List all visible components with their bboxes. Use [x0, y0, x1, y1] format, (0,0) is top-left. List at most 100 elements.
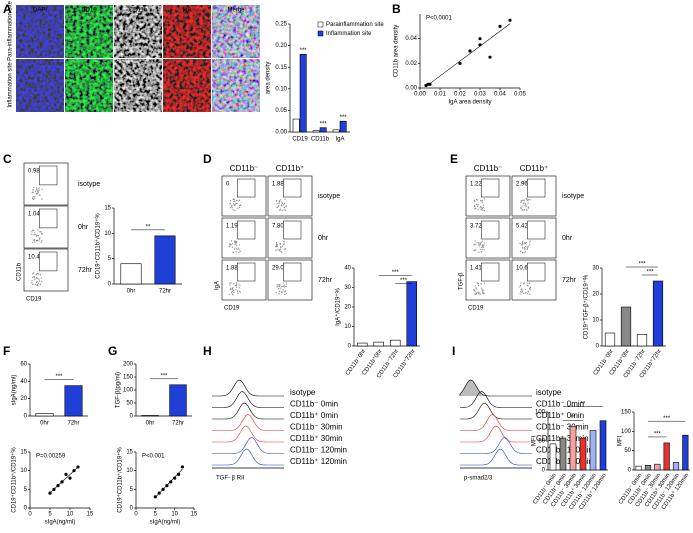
flow-event	[234, 204, 236, 207]
micrograph-tile	[16, 5, 64, 58]
annotation: P<0.0001	[426, 16, 453, 22]
flow-event	[473, 250, 475, 252]
significance: **	[581, 401, 586, 407]
channel-label: DAPI	[33, 8, 47, 14]
significance: ***	[654, 432, 662, 438]
panel-letter: F	[3, 344, 10, 358]
point	[468, 49, 472, 53]
column-label: CD11b⁺	[520, 164, 549, 173]
flow-event	[281, 245, 284, 247]
flow-event	[235, 248, 237, 250]
point	[72, 469, 76, 473]
y-tick-label: 10	[592, 318, 599, 324]
bar	[339, 120, 347, 133]
flow-event	[275, 243, 277, 245]
histogram-curve	[460, 425, 532, 443]
y-tick-label: 50	[538, 439, 545, 445]
flow-event	[36, 281, 38, 283]
bar	[559, 437, 567, 471]
significance: ***	[392, 270, 400, 276]
flow-plot	[267, 217, 313, 259]
flow-event	[476, 282, 479, 284]
histogram-curve	[212, 437, 284, 454]
flow-event	[278, 205, 280, 207]
flow-event	[520, 291, 522, 293]
flow-event	[32, 272, 35, 274]
flow-event	[527, 200, 529, 202]
flow-event	[519, 293, 521, 295]
y-axis-label: MFI	[618, 436, 624, 447]
flow-event	[523, 246, 525, 248]
flow-event	[285, 282, 287, 284]
flow-event	[229, 288, 231, 291]
flow-event	[238, 244, 241, 246]
flow-event	[475, 203, 478, 206]
flow-event	[277, 284, 279, 286]
flow-event	[481, 199, 484, 202]
gate-value: 0	[226, 182, 230, 188]
flow-event	[279, 199, 282, 201]
flow-event	[232, 209, 234, 211]
y-tick-label: 0.25	[275, 22, 287, 28]
flow-event	[280, 251, 283, 253]
y-tick-label: 50	[624, 448, 631, 454]
x-tick-label: 72hr	[67, 421, 79, 427]
gate	[237, 220, 256, 240]
flow-event	[275, 249, 277, 251]
histogram-curve	[212, 448, 284, 466]
flow-event	[34, 233, 36, 236]
flow-event	[38, 282, 40, 284]
flow-event	[279, 285, 281, 287]
channel-label: CD19	[81, 8, 97, 14]
point	[176, 472, 181, 476]
flow-event	[31, 276, 34, 279]
histogram-curve	[460, 448, 532, 466]
flow-event	[481, 240, 484, 242]
micrograph-tile	[163, 5, 211, 58]
histogram-legend: CD11b⁻ 120min	[290, 446, 347, 455]
x-tick-label: 0.04	[494, 92, 506, 98]
flow-event	[475, 288, 477, 290]
flow-event	[32, 198, 35, 200]
bar	[356, 342, 368, 347]
x-tick-label: 10	[171, 512, 178, 518]
flow-event	[522, 252, 524, 254]
x-axis-label: CD19	[26, 297, 42, 303]
x-axis-label: IgA area density	[448, 100, 491, 106]
flow-event	[474, 240, 476, 242]
flow-event	[37, 192, 39, 194]
y-axis-label: TGF-β(pg/ml)	[116, 372, 122, 408]
y-axis-label: CD19⁺CD11b⁺/CD19⁺%	[11, 447, 18, 513]
flow-event	[524, 251, 526, 254]
gate-value: 10.4	[28, 255, 40, 261]
y-tick-label: 150	[123, 375, 134, 381]
bar	[319, 127, 327, 133]
flow-event	[41, 280, 43, 283]
flow-event	[235, 241, 237, 244]
flow-event	[281, 201, 283, 203]
micrograph-tile	[16, 59, 64, 112]
flow-event	[524, 204, 526, 206]
gate	[481, 262, 500, 282]
x-tick-label: 10	[67, 512, 74, 518]
flow-event	[36, 234, 38, 237]
bar	[299, 53, 307, 133]
flow-plot	[511, 259, 557, 301]
flow-event	[477, 283, 480, 285]
flow-event	[236, 244, 238, 246]
point	[60, 480, 64, 484]
x-axis-label: CD19	[468, 306, 484, 312]
bar	[120, 263, 142, 285]
x-tick-label: 0.05	[514, 92, 526, 98]
significance: ***	[400, 278, 408, 284]
row-label: 72hr	[318, 277, 333, 284]
x-tick-label: CD19	[292, 137, 308, 143]
gate	[39, 251, 58, 272]
flow-event	[524, 248, 526, 250]
histogram-legend: isotype	[536, 388, 562, 397]
flow-event	[283, 248, 285, 250]
gate-value: 29.0	[272, 266, 284, 272]
y-tick-label: 20	[20, 396, 27, 402]
flow-event	[483, 206, 485, 209]
flow-event	[230, 288, 232, 290]
